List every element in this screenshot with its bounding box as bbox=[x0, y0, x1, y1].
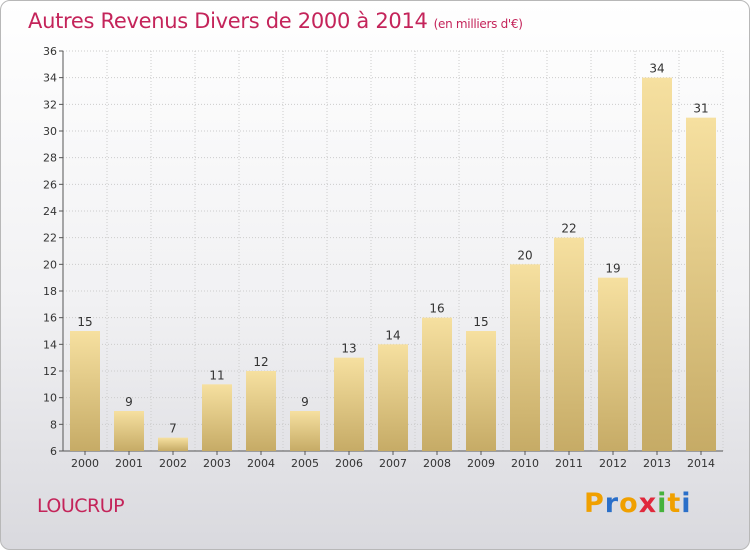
bar bbox=[70, 331, 100, 451]
chart-title: Autres Revenus Divers de 2000 à 2014 (en … bbox=[28, 9, 523, 33]
bar bbox=[290, 411, 320, 451]
labels: 2000 15 2001 9 2002 7 2003 11 2004 12 2005 9 2006 13 2… bbox=[71, 62, 715, 470]
x-tick-label: 2001 bbox=[115, 457, 143, 470]
data-label: 9 bbox=[301, 395, 309, 409]
x-tick-label: 2013 bbox=[643, 457, 671, 470]
y-tick-label: 26 bbox=[43, 178, 57, 191]
data-label: 15 bbox=[473, 315, 488, 329]
bar bbox=[114, 411, 144, 451]
bar bbox=[598, 277, 628, 451]
place-name: LOUCRUP bbox=[37, 495, 125, 517]
data-label: 34 bbox=[649, 62, 664, 76]
y-tick-label: 12 bbox=[43, 365, 57, 378]
x-tick-label: 2007 bbox=[379, 457, 407, 470]
bar bbox=[686, 117, 716, 452]
y-tick-label: 18 bbox=[43, 285, 57, 298]
logo-letter: r bbox=[604, 488, 620, 519]
y-tick-label: 28 bbox=[43, 152, 57, 165]
x-tick-label: 2008 bbox=[423, 457, 451, 470]
x-tick-label: 2009 bbox=[467, 457, 495, 470]
bar bbox=[202, 384, 232, 451]
logo-letter: x bbox=[638, 488, 658, 519]
y-tick-label: 32 bbox=[43, 98, 57, 111]
bar bbox=[466, 331, 496, 451]
logo-letter: P bbox=[584, 488, 605, 519]
x-tick-label: 2014 bbox=[687, 457, 715, 470]
data-label: 15 bbox=[77, 315, 92, 329]
bar bbox=[378, 344, 408, 451]
x-tick-label: 2003 bbox=[203, 457, 231, 470]
logo-letter: o bbox=[619, 488, 639, 519]
data-label: 20 bbox=[517, 248, 532, 262]
logo-letter: i bbox=[657, 488, 668, 519]
bar bbox=[554, 237, 584, 451]
data-label: 14 bbox=[385, 328, 400, 342]
data-label: 12 bbox=[253, 355, 268, 369]
proxiti-logo: Proxiti bbox=[584, 488, 692, 519]
bar bbox=[642, 77, 672, 452]
chart-title-text: Autres Revenus Divers de 2000 à 2014 bbox=[28, 9, 428, 33]
bars bbox=[70, 77, 716, 452]
x-tick-label: 2000 bbox=[71, 457, 99, 470]
y-tick-label: 10 bbox=[43, 392, 57, 405]
y-tick-label: 30 bbox=[43, 125, 57, 138]
data-label: 9 bbox=[125, 395, 133, 409]
chart-unit: (en milliers d'€) bbox=[433, 17, 523, 31]
bar bbox=[422, 317, 452, 451]
y-tick-label: 8 bbox=[50, 418, 57, 431]
data-label: 31 bbox=[693, 102, 708, 116]
y-tick-label: 24 bbox=[43, 205, 57, 218]
x-tick-label: 2011 bbox=[555, 457, 583, 470]
data-label: 7 bbox=[169, 422, 177, 436]
y-tick-label: 34 bbox=[43, 72, 57, 85]
bar bbox=[246, 371, 276, 451]
x-tick-label: 2004 bbox=[247, 457, 275, 470]
x-tick-label: 2012 bbox=[599, 457, 627, 470]
x-tick-label: 2010 bbox=[511, 457, 539, 470]
y-tick-label: 6 bbox=[50, 445, 57, 458]
bar bbox=[510, 264, 540, 451]
data-label: 13 bbox=[341, 342, 356, 356]
bar bbox=[334, 357, 364, 451]
x-tick-label: 2002 bbox=[159, 457, 187, 470]
data-label: 16 bbox=[429, 302, 444, 316]
logo-letter: t bbox=[667, 488, 682, 519]
data-label: 11 bbox=[209, 368, 224, 382]
x-tick-label: 2005 bbox=[291, 457, 319, 470]
y-tick-label: 20 bbox=[43, 258, 57, 271]
logo-letter: i bbox=[681, 488, 692, 519]
bar bbox=[158, 437, 188, 451]
y-tick-label: 16 bbox=[43, 312, 57, 325]
axes: 6 8 10 12 14 16 18 20 22 24 26 28 30 32 34 36 bbox=[43, 45, 723, 458]
x-tick-label: 2006 bbox=[335, 457, 363, 470]
data-label: 22 bbox=[561, 222, 576, 236]
data-label: 19 bbox=[605, 262, 620, 276]
y-tick-label: 22 bbox=[43, 232, 57, 245]
y-tick-label: 14 bbox=[43, 338, 57, 351]
y-tick-label: 36 bbox=[43, 45, 57, 58]
